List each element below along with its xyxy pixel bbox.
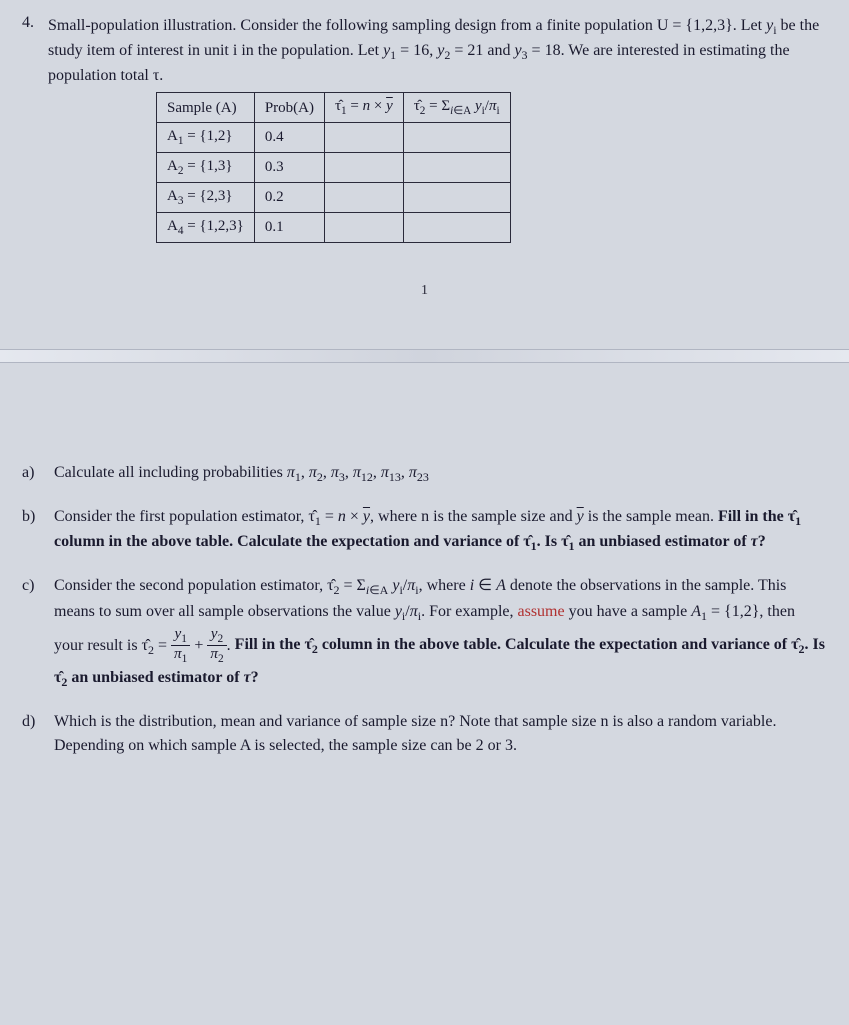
part-b-body: Consider the first population estimator,… <box>54 505 827 557</box>
problem-statement: Small-population illustration. Consider … <box>48 14 827 243</box>
part-label-c: c) <box>22 574 48 599</box>
top-page-section: 4. Small-population illustration. Consid… <box>0 0 849 349</box>
part-a-body: Calculate all including probabilities π1… <box>54 461 827 487</box>
part-label-d: d) <box>22 710 48 735</box>
cell-tau1 <box>325 183 404 213</box>
part-label-a: a) <box>22 461 48 486</box>
header-prob: Prob(A) <box>254 93 324 123</box>
cell-tau1 <box>325 212 404 242</box>
cell-tau2 <box>403 212 510 242</box>
table-row: A4 = {1,2,3} 0.1 <box>157 212 511 242</box>
header-tau1: τ̂1 = n × y <box>325 93 404 123</box>
page-number: 1 <box>22 283 827 299</box>
header-sample: Sample (A) <box>157 93 255 123</box>
cell-prob: 0.4 <box>254 123 324 153</box>
page-divider <box>0 349 849 363</box>
problem-number: 4. <box>22 14 40 32</box>
cell-prob: 0.1 <box>254 212 324 242</box>
table-row: A3 = {2,3} 0.2 <box>157 183 511 213</box>
cell-tau1 <box>325 123 404 153</box>
table-row: A1 = {1,2} 0.4 <box>157 123 511 153</box>
part-a: a) Calculate all including probabilities… <box>22 461 827 487</box>
part-d-body: Which is the distribution, mean and vari… <box>54 710 827 760</box>
part-c: c) Consider the second population estima… <box>22 574 827 692</box>
cell-prob: 0.2 <box>254 183 324 213</box>
problem-header: 4. Small-population illustration. Consid… <box>22 14 827 243</box>
part-c-body: Consider the second population estimator… <box>54 574 827 692</box>
cell-sample: A1 = {1,2} <box>157 123 255 153</box>
cell-prob: 0.3 <box>254 153 324 183</box>
cell-tau2 <box>403 123 510 153</box>
table-header-row: Sample (A) Prob(A) τ̂1 = n × y τ̂2 = Σi∈… <box>157 93 511 123</box>
cell-sample: A2 = {1,3} <box>157 153 255 183</box>
part-d: d) Which is the distribution, mean and v… <box>22 710 827 760</box>
table-row: A2 = {1,3} 0.3 <box>157 153 511 183</box>
part-label-b: b) <box>22 505 48 530</box>
cell-tau2 <box>403 183 510 213</box>
header-tau2: τ̂2 = Σi∈A yi/πi <box>403 93 510 123</box>
cell-sample: A4 = {1,2,3} <box>157 212 255 242</box>
cell-tau2 <box>403 153 510 183</box>
sample-design-table: Sample (A) Prob(A) τ̂1 = n × y τ̂2 = Σi∈… <box>156 92 511 242</box>
cell-tau1 <box>325 153 404 183</box>
assume-highlight: assume <box>518 603 565 620</box>
part-b: b) Consider the first population estimat… <box>22 505 827 557</box>
cell-sample: A3 = {2,3} <box>157 183 255 213</box>
bottom-page-section: a) Calculate all including probabilities… <box>0 363 849 779</box>
